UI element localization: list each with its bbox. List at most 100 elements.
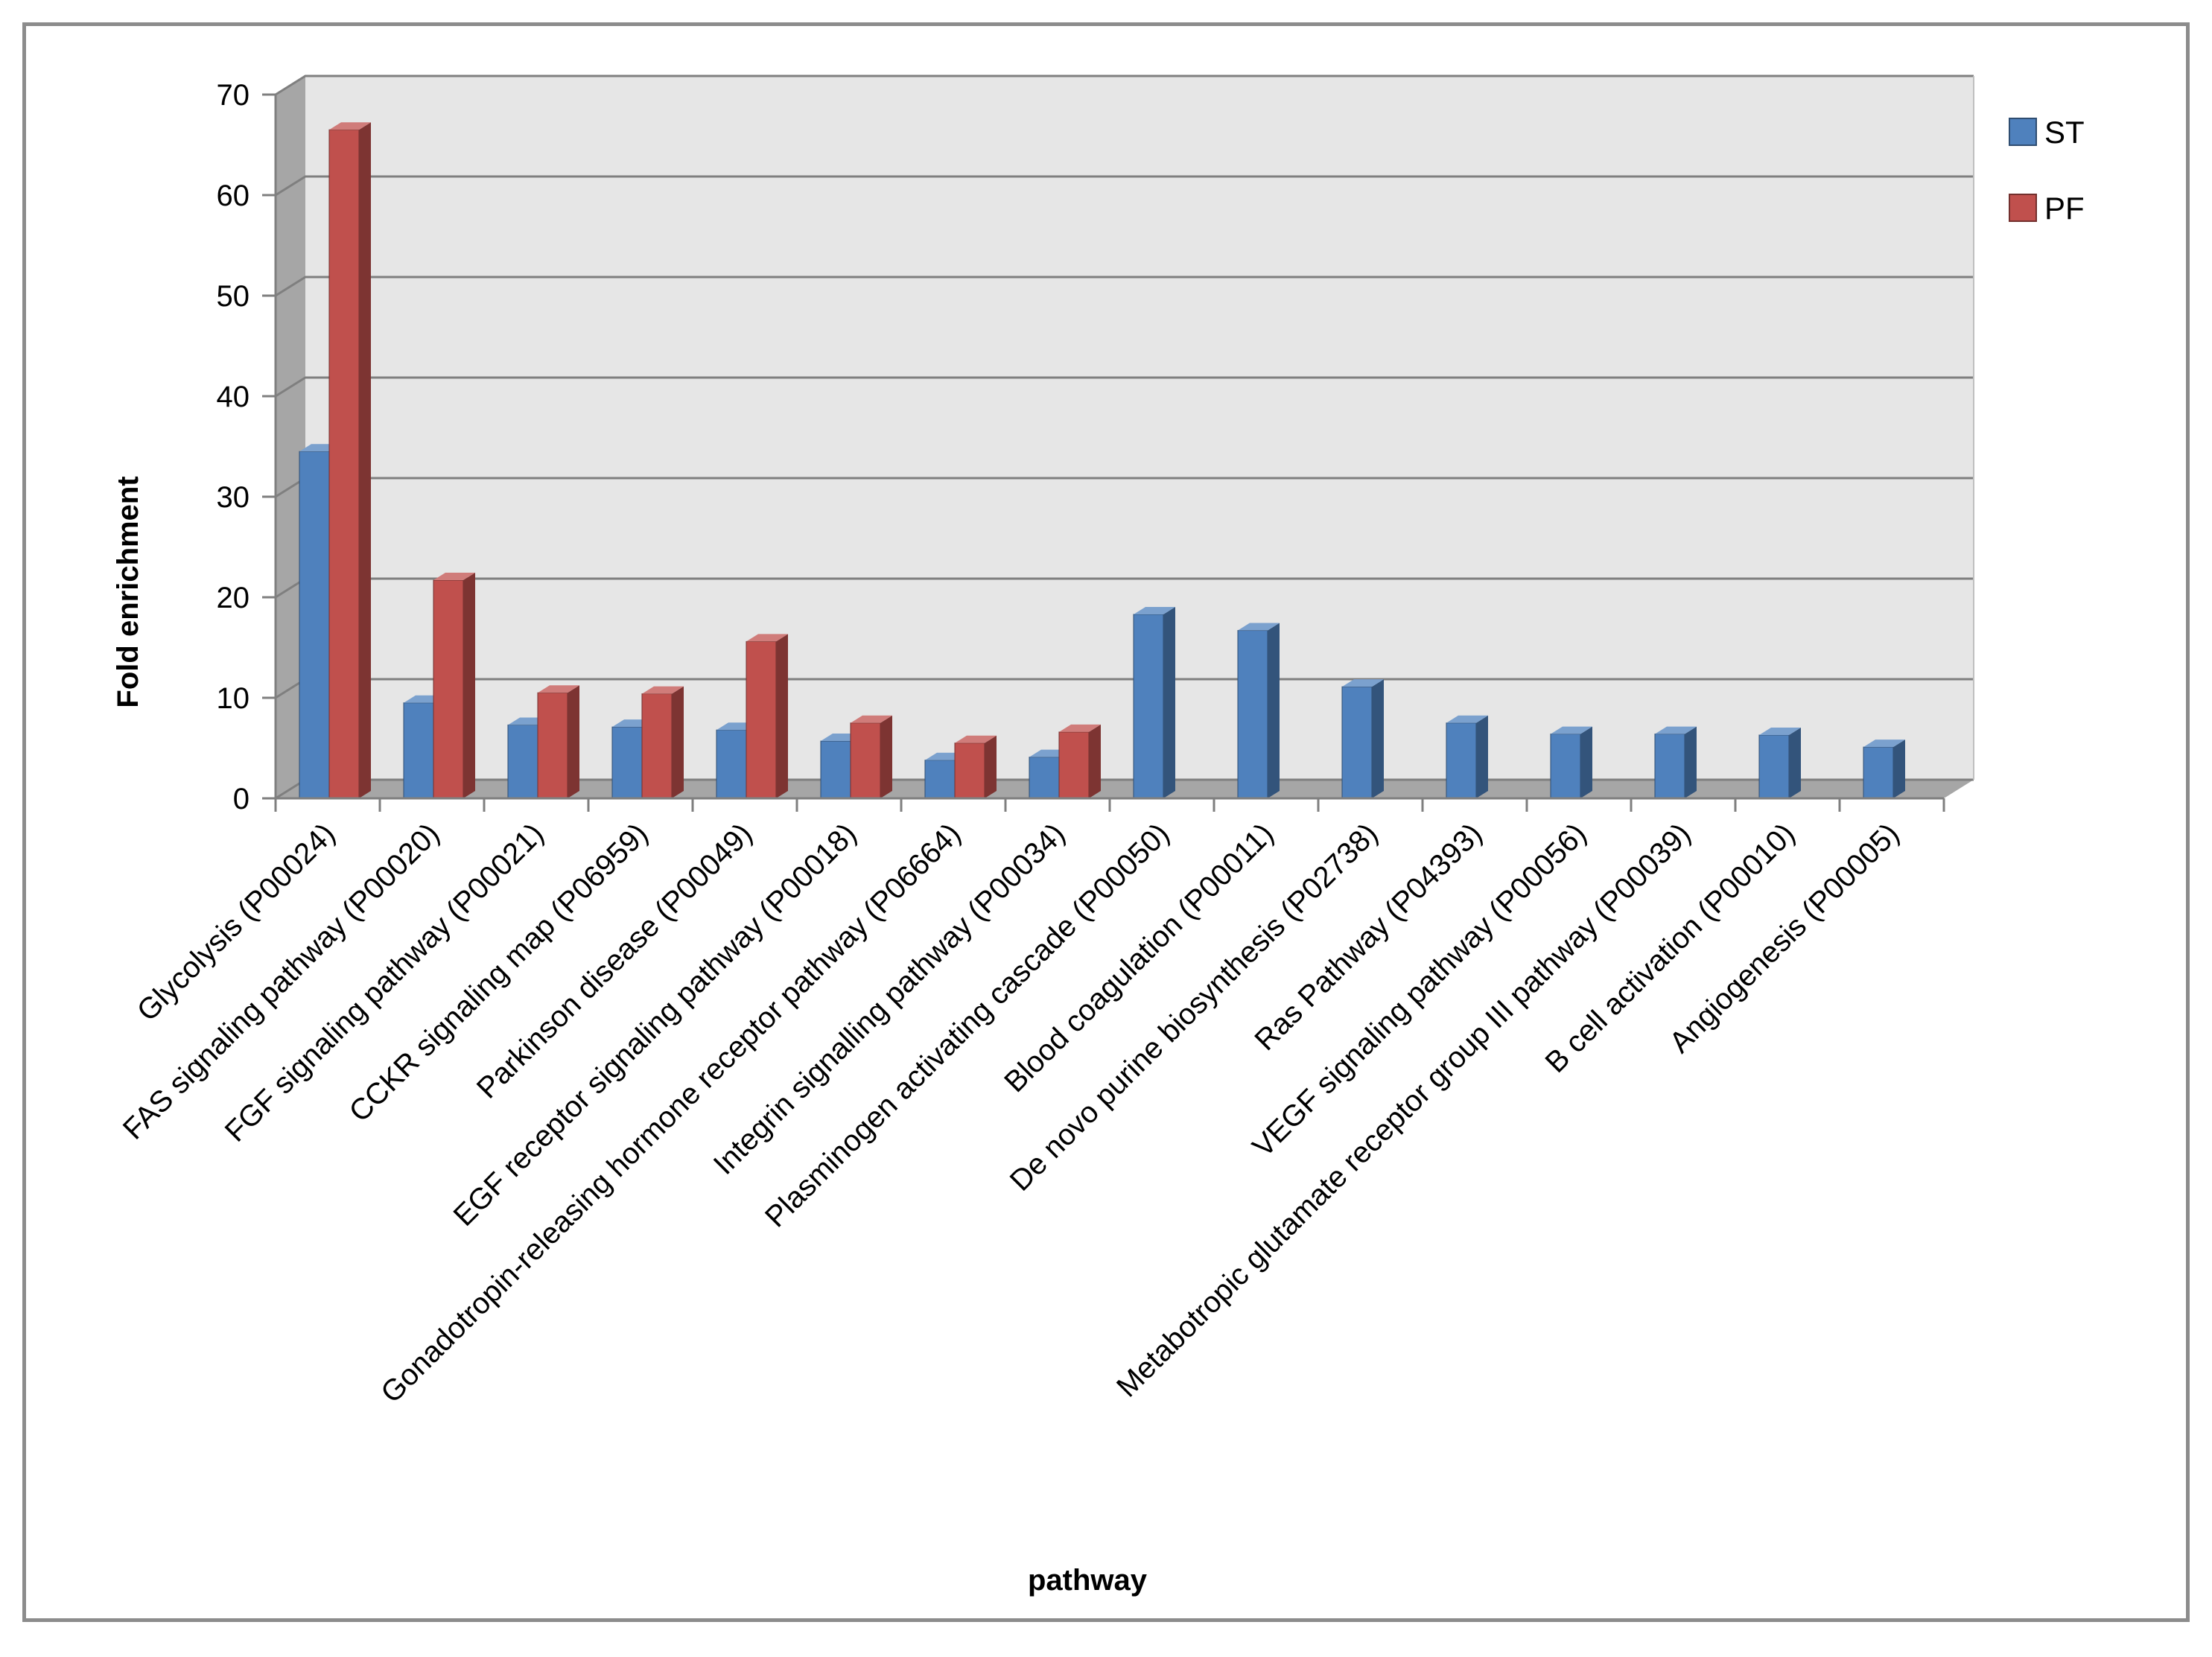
y-axis-title: Fold enrichment [112, 476, 144, 707]
bar-front [1446, 722, 1477, 799]
bar-side [568, 685, 579, 798]
chart-frame: 0 10 20 30 40 50 60 70 Glycolysis (P00024) FAS s… [22, 22, 2190, 1622]
bar [1446, 715, 1488, 799]
bar-top [851, 715, 892, 723]
bar [746, 634, 788, 799]
bar-front [1133, 614, 1164, 799]
back-wall [305, 76, 1974, 780]
category-label: Glycolysis (P00024) [131, 817, 342, 1028]
bar-top [538, 685, 579, 693]
x-axis-title: pathway [1028, 1564, 1148, 1597]
y-tick-label: 40 [217, 381, 250, 413]
bar-side [1089, 724, 1101, 798]
bar-top [642, 686, 684, 694]
y-tick-labels: 0 10 20 30 40 50 60 70 [217, 79, 250, 815]
legend: ST PF [2009, 115, 2085, 226]
chart-walls [276, 76, 1974, 798]
bar-top [1655, 726, 1697, 734]
gridline [275, 276, 1974, 297]
side-wall [276, 76, 305, 798]
bar-side [1372, 679, 1384, 798]
bar-front [716, 729, 747, 799]
bar-front [1029, 757, 1060, 799]
bar-front [328, 129, 360, 799]
bar-front [641, 693, 673, 799]
bar-front [746, 640, 777, 799]
bar-top [1134, 606, 1175, 614]
bar-front [507, 724, 538, 799]
bar [1758, 727, 1801, 799]
bar [328, 122, 371, 799]
gridline [275, 175, 1974, 197]
y-tick-label: 30 [217, 481, 250, 514]
bar-side [985, 735, 997, 798]
floor [276, 780, 1974, 798]
bar-top [746, 634, 788, 642]
bar-front [611, 726, 643, 799]
legend-swatch [2009, 194, 2037, 222]
bar-front [850, 722, 881, 799]
bar [850, 715, 892, 799]
y-tick-label: 60 [217, 179, 250, 212]
chart-svg: 0 10 20 30 40 50 60 70 Glycolysis (P00024)FAS s… [112, 74, 2085, 1597]
bar [1654, 726, 1697, 799]
bar-top [1446, 715, 1488, 723]
bar-top [1759, 727, 1801, 735]
bar-top [1059, 724, 1101, 732]
bar-front [820, 740, 851, 799]
bar-front [1863, 746, 1894, 799]
bar-side [1789, 727, 1801, 798]
bar-front [299, 451, 330, 799]
bar-side [1685, 726, 1697, 798]
bar-front [1237, 630, 1268, 799]
bar [1058, 724, 1101, 799]
bar-front [403, 702, 434, 799]
x-tick-labels: Glycolysis (P00024)FAS signaling pathway… [117, 817, 1905, 1409]
bar-side [1893, 740, 1905, 798]
bar [1133, 606, 1175, 799]
bar-front [954, 742, 985, 799]
bar [1863, 740, 1905, 799]
gridline [275, 74, 1974, 96]
bar-front [924, 760, 956, 799]
bar-top [433, 573, 475, 581]
bar-side [463, 573, 475, 798]
bar-front [1550, 734, 1581, 799]
bar [1341, 679, 1384, 799]
y-tick-label: 50 [217, 280, 250, 313]
bar-side [1476, 715, 1488, 798]
y-tick-label: 70 [217, 79, 250, 112]
y-tick-label: 10 [217, 682, 250, 715]
axes [262, 93, 1945, 812]
bar-side [359, 122, 371, 798]
gridline [275, 376, 1974, 398]
bar-top [955, 735, 997, 743]
bar-top [1863, 740, 1905, 748]
legend-swatch [2009, 118, 2037, 146]
bar [641, 686, 684, 799]
bar-side [672, 686, 684, 798]
y-tick-label: 0 [233, 783, 250, 815]
y-tick-label: 20 [217, 582, 250, 614]
bar [954, 735, 997, 799]
legend-label: ST [2044, 115, 2085, 150]
bar-top [1551, 726, 1592, 734]
bar-top [329, 122, 371, 130]
bar-front [1758, 734, 1790, 799]
bar [1550, 726, 1592, 799]
bar-front [433, 579, 464, 799]
bar-side [1163, 606, 1175, 798]
category-label: De novo purine biosynthesis (P02738) [1004, 817, 1385, 1198]
bar-front [1341, 686, 1373, 799]
bar-front [1058, 731, 1090, 799]
bar-side [1580, 726, 1592, 798]
bar [1237, 623, 1280, 799]
legend-label: PF [2044, 191, 2085, 226]
bar-top [1238, 623, 1280, 631]
bar-side [776, 634, 788, 798]
bar [433, 573, 475, 799]
bar [537, 685, 579, 799]
bar-top [1342, 679, 1384, 687]
bar-front [537, 692, 568, 799]
bar-front [1654, 734, 1685, 799]
